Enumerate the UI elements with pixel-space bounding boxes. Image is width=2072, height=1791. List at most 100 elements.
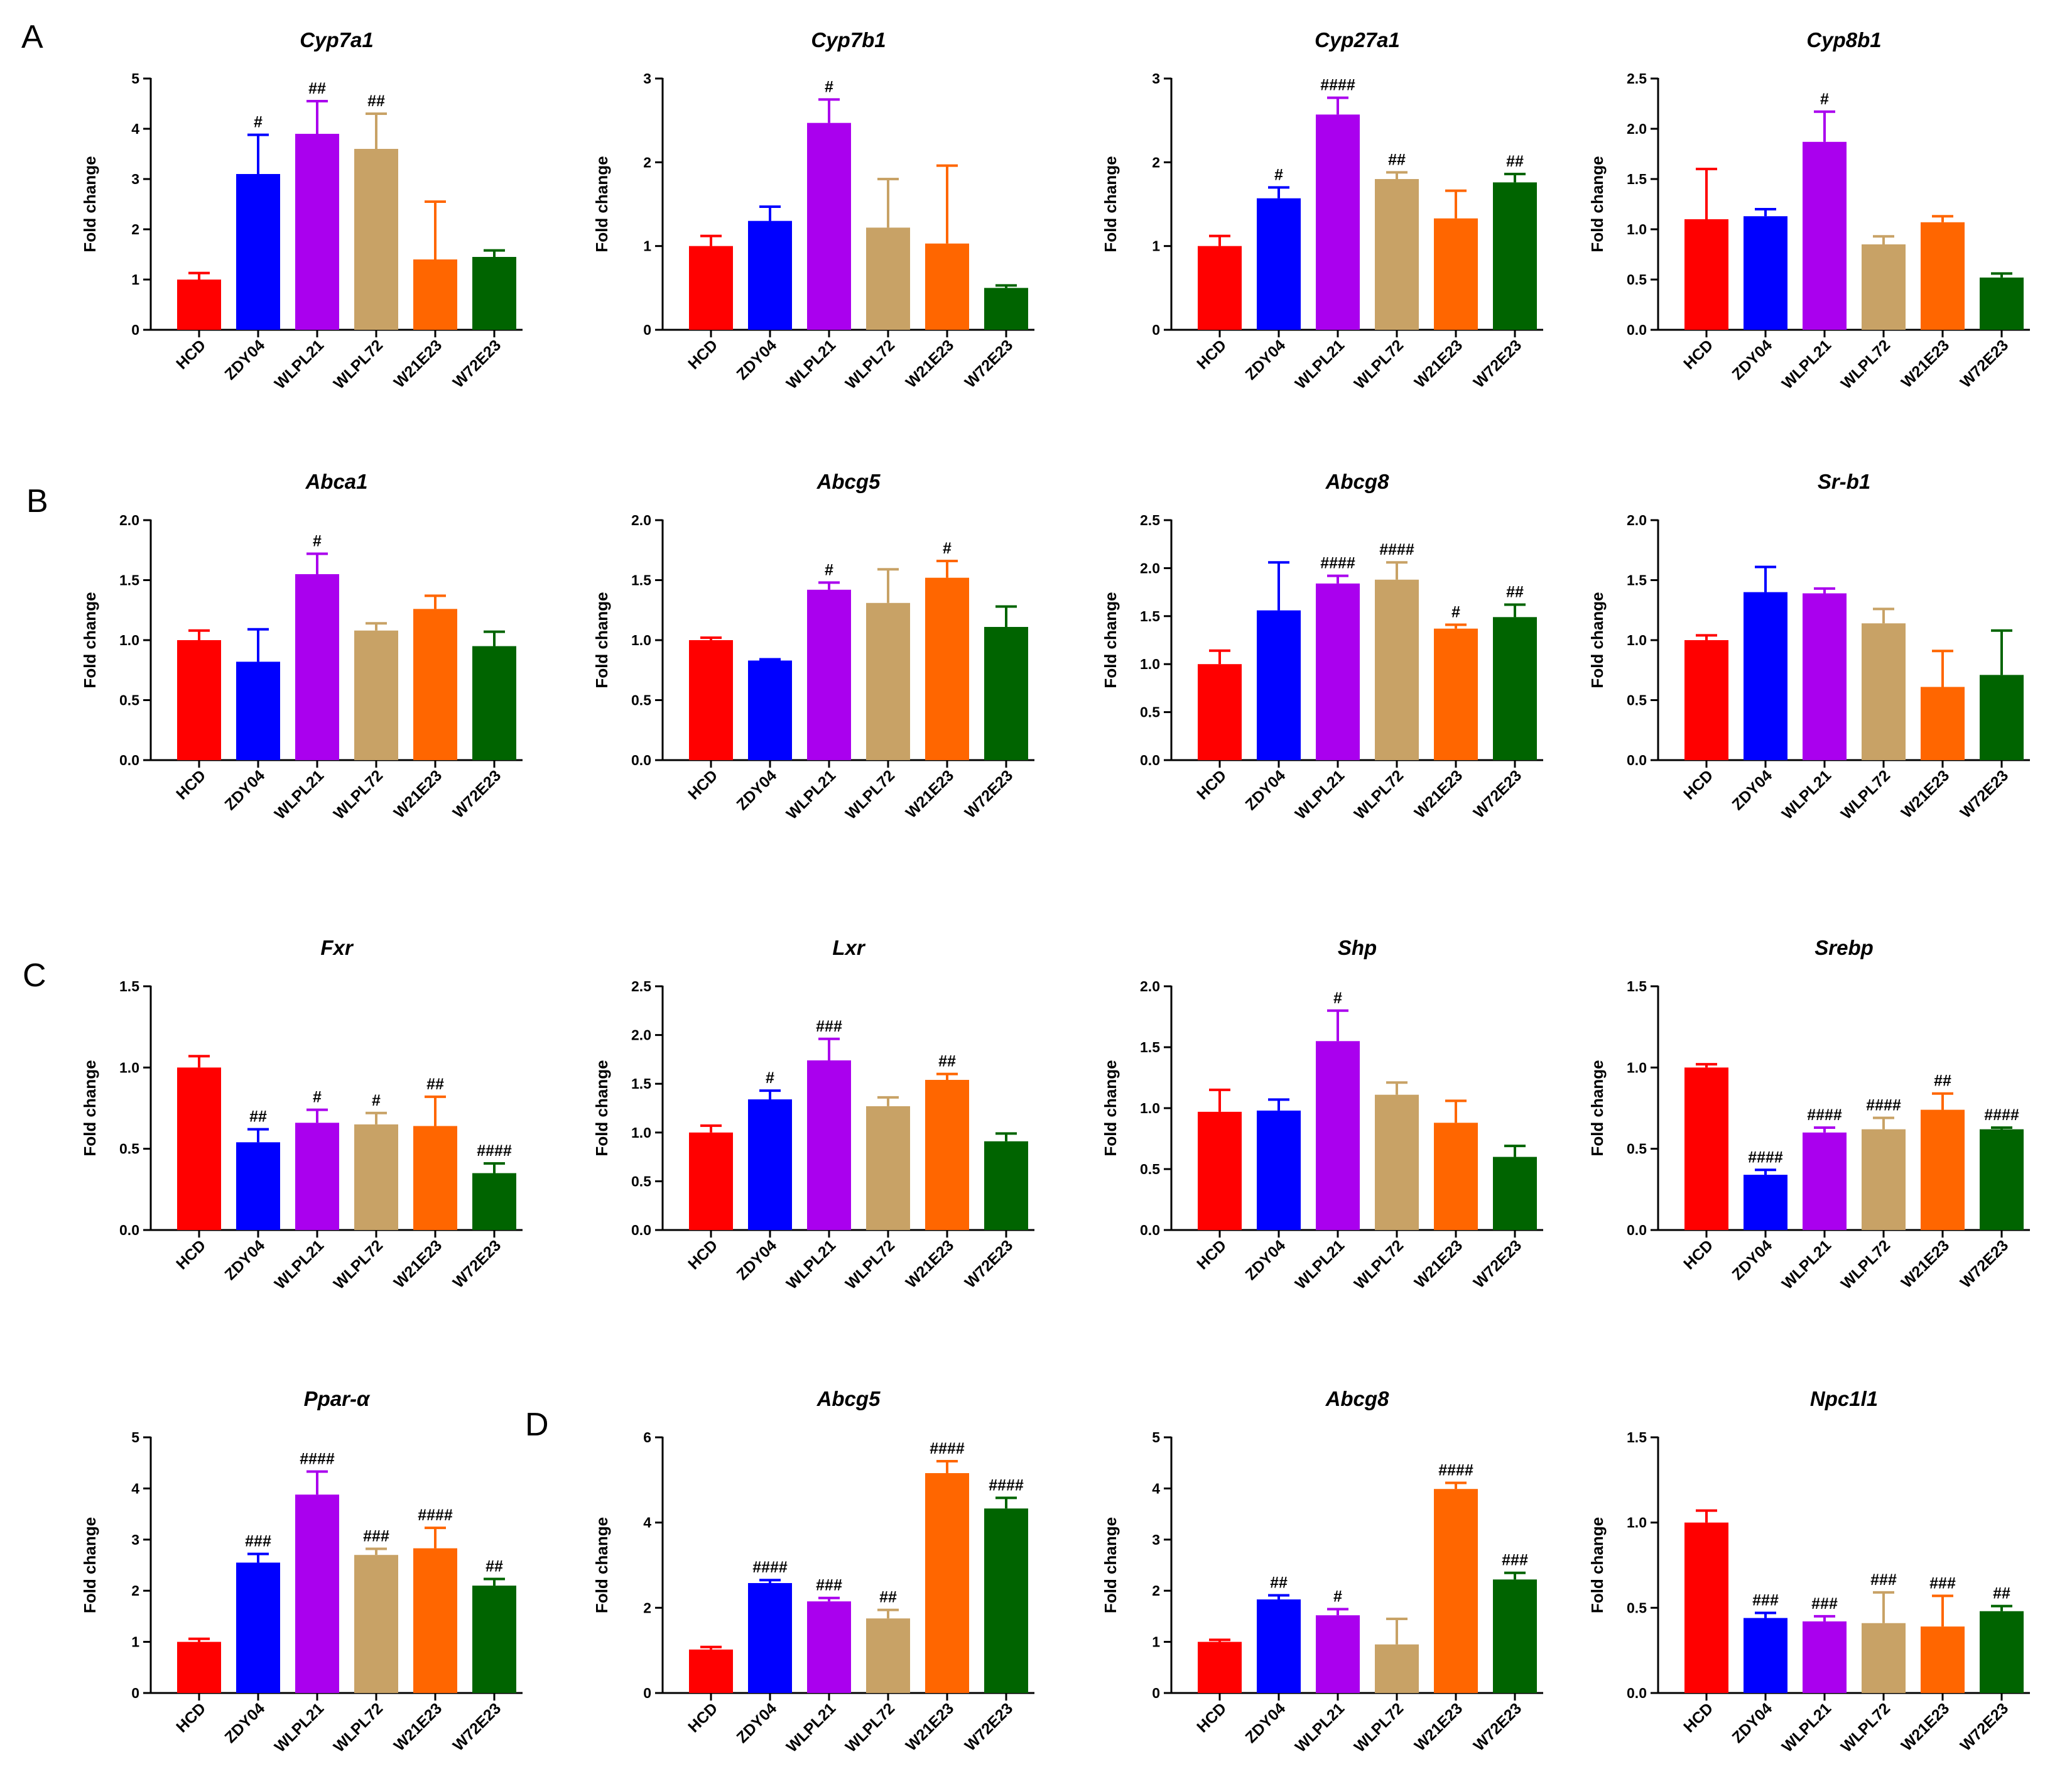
category-label: WLPL21 — [1779, 1236, 1835, 1293]
category-label: WLPL72 — [1838, 1699, 1894, 1756]
significance-label: #### — [1438, 1461, 1473, 1479]
bar-w21e23 — [1434, 628, 1478, 760]
bar-w21e23 — [925, 1473, 969, 1693]
significance-label: #### — [1866, 1097, 1901, 1114]
category-label: ZDY04 — [221, 1699, 268, 1746]
category-label: HCD — [1680, 766, 1717, 803]
bar-wlpl72 — [354, 630, 398, 760]
chart-title: Lxr — [832, 936, 866, 959]
bar-hcd — [1684, 1067, 1728, 1230]
bar-wlpl21 — [295, 1494, 339, 1693]
bar-wlpl21 — [295, 134, 339, 330]
y-tick-label: 1.0 — [1140, 1100, 1160, 1116]
bar-w72e23 — [1493, 617, 1537, 760]
panel-label-c: C — [23, 957, 46, 994]
y-tick-label: 3 — [131, 171, 139, 187]
y-axis-title: Fold change — [1588, 592, 1607, 688]
significance-label: # — [1820, 90, 1829, 108]
y-tick-label: 1.5 — [119, 572, 139, 589]
y-tick-label: 1.5 — [1627, 171, 1647, 187]
y-tick-label: 0.5 — [1140, 704, 1160, 721]
bar-wlpl21 — [1803, 1132, 1847, 1230]
category-label: HCD — [1680, 1699, 1717, 1736]
category-label: WLPL21 — [783, 336, 840, 393]
chart-title: Abcg5 — [816, 1387, 881, 1410]
y-tick-label: 0.5 — [631, 1173, 651, 1189]
category-label: WLPL72 — [330, 1236, 387, 1293]
y-axis-title: Fold change — [592, 592, 611, 688]
significance-label: ### — [1752, 1591, 1779, 1609]
y-axis-title: Fold change — [80, 156, 99, 252]
y-axis-title: Fold change — [1588, 1060, 1607, 1156]
y-tick-label: 0.0 — [1627, 752, 1647, 768]
bar-wlpl72 — [1862, 1623, 1906, 1693]
significance-label: ## — [367, 92, 385, 110]
y-axis-title: Fold change — [1101, 592, 1120, 688]
significance-label: ### — [363, 1527, 389, 1545]
y-tick-label: 3 — [1152, 1532, 1160, 1548]
category-label: ZDY04 — [1728, 1699, 1776, 1746]
y-tick-label: 1.0 — [1627, 1515, 1647, 1531]
category-label: W21E23 — [1411, 766, 1467, 822]
category-label: WLPL72 — [330, 336, 387, 393]
chart-16: Npc1l1 0.0 0.5 1.0 1.5 Fold change HCD ### ZDY04… — [1588, 1387, 2030, 1756]
y-tick-label: 0.0 — [631, 1222, 651, 1238]
bar-zdy04 — [236, 174, 280, 330]
bar-wlpl72 — [1862, 1129, 1906, 1230]
chart-title: Cyp7b1 — [811, 28, 886, 52]
category-label: W72E23 — [1957, 1699, 2012, 1755]
significance-label: #### — [752, 1559, 788, 1576]
bar-wlpl72 — [1375, 179, 1419, 330]
category-label: W21E23 — [1898, 766, 1953, 822]
category-label: W72E23 — [962, 1699, 1017, 1755]
category-label: ZDY04 — [221, 1236, 268, 1283]
y-tick-label: 1 — [1152, 238, 1160, 254]
bar-zdy04 — [748, 220, 792, 330]
y-axis-title: Fold change — [80, 592, 99, 688]
significance-label: # — [313, 1089, 322, 1106]
category-label: ZDY04 — [1728, 336, 1776, 383]
significance-label: ## — [485, 1557, 503, 1575]
y-tick-label: 1.0 — [631, 632, 651, 648]
category-label: HCD — [685, 766, 721, 803]
significance-label: ### — [1811, 1595, 1838, 1613]
y-tick-label: 1.5 — [1627, 572, 1647, 589]
significance-label: ### — [245, 1533, 271, 1550]
bar-hcd — [177, 1641, 221, 1693]
y-tick-label: 2.0 — [631, 1027, 651, 1043]
category-label: W72E23 — [962, 766, 1017, 822]
category-label: ZDY04 — [1728, 1236, 1776, 1283]
category-label: WLPL21 — [271, 1699, 328, 1756]
y-axis-title: Fold change — [1588, 156, 1607, 252]
y-tick-label: 1.5 — [1140, 1039, 1160, 1055]
bar-zdy04 — [1744, 1175, 1787, 1230]
y-tick-label: 0.0 — [119, 1222, 139, 1238]
bar-w21e23 — [1434, 1123, 1478, 1230]
bar-zdy04 — [236, 661, 280, 760]
bar-hcd — [1198, 246, 1242, 330]
y-tick-label: 0.0 — [119, 752, 139, 768]
bar-wlpl21 — [1316, 1041, 1360, 1230]
chart-title: Cyp8b1 — [1806, 28, 1881, 52]
category-label: WLPL21 — [783, 1236, 840, 1293]
y-tick-label: 1 — [131, 1634, 139, 1650]
y-tick-label: 5 — [1152, 1429, 1160, 1445]
chart-title: Cyp7a1 — [300, 28, 373, 52]
category-label: W21E23 — [1411, 1236, 1467, 1292]
category-label: W21E23 — [903, 1699, 958, 1755]
significance-label: #### — [1807, 1106, 1842, 1124]
y-tick-label: 1.0 — [631, 1124, 651, 1141]
category-label: ZDY04 — [1242, 766, 1289, 814]
y-axis-title: Fold change — [592, 156, 611, 252]
y-tick-label: 1.0 — [1627, 632, 1647, 648]
y-axis-title: Fold change — [1101, 156, 1120, 252]
y-tick-label: 1.0 — [119, 1059, 139, 1075]
significance-label: #### — [1984, 1106, 2019, 1124]
chart-6: Abcg5 0.0 0.5 1.0 1.5 2.0 Fold change HCD ZDY04 #… — [592, 470, 1034, 823]
bar-wlpl21 — [807, 589, 851, 760]
bar-wlpl21 — [1803, 593, 1847, 760]
category-label: ZDY04 — [733, 336, 780, 383]
category-label: WLPL72 — [1838, 1236, 1894, 1293]
